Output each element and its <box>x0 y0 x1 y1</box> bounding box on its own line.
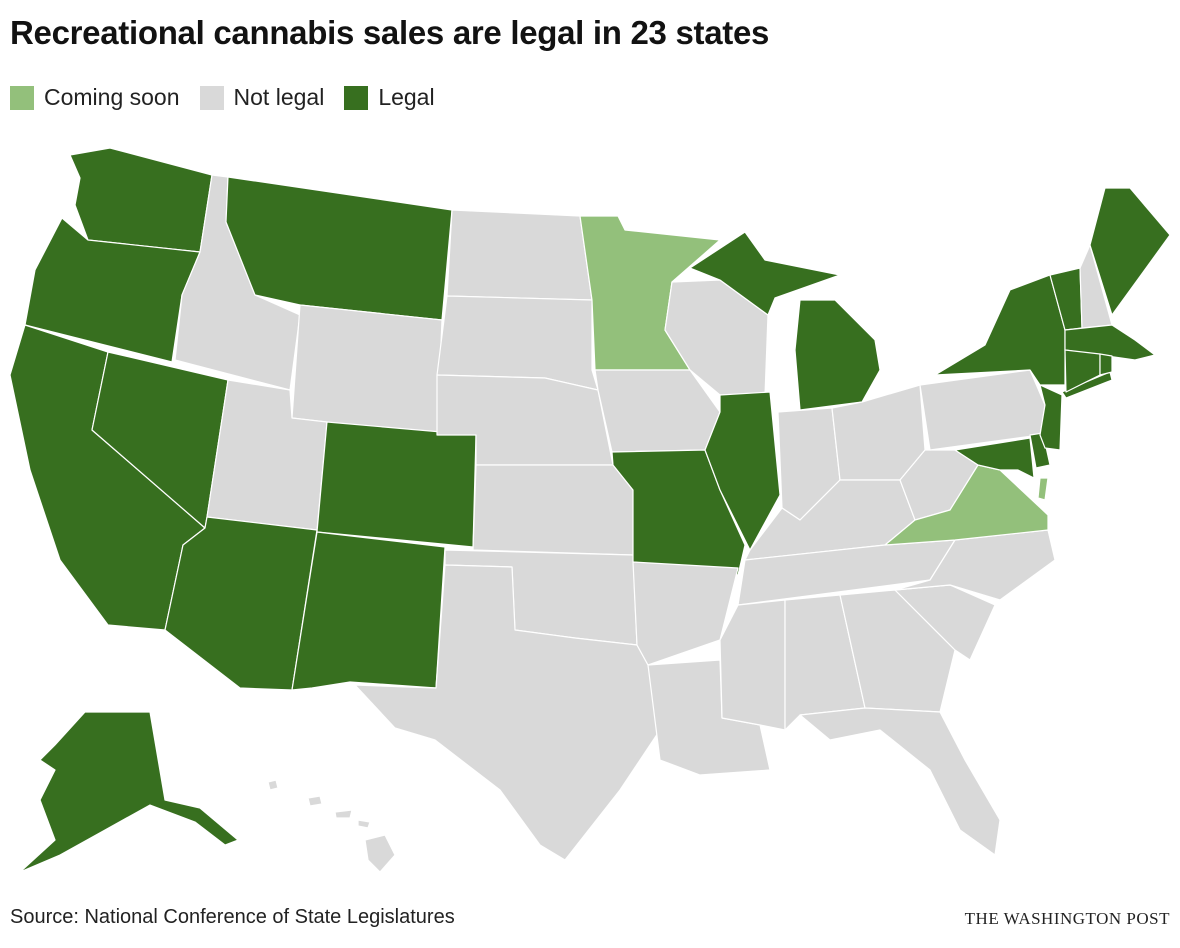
state-alaska <box>19 711 239 873</box>
state-new-jersey <box>1039 384 1063 451</box>
publisher-credit: THE WASHINGTON POST <box>964 909 1170 928</box>
map-title: Recreational cannabis sales are legal in… <box>10 14 770 51</box>
state-hawaii <box>267 779 396 873</box>
state-iowa <box>594 369 721 453</box>
us-map <box>9 147 1171 873</box>
state-oregon <box>24 217 201 363</box>
state-arizona <box>164 516 318 691</box>
state-illinois <box>704 391 781 551</box>
state-new-york <box>934 274 1066 386</box>
legend-item-coming-soon: Coming soon <box>10 84 180 111</box>
state-michigan-upper <box>689 231 841 316</box>
legend: Coming soon Not legal Legal <box>10 84 455 111</box>
state-washington <box>69 147 213 253</box>
state-michigan-lower <box>794 299 881 411</box>
state-new-mexico <box>291 531 446 691</box>
state-florida <box>799 707 1001 856</box>
state-georgia <box>839 589 956 713</box>
state-delaware <box>1029 432 1051 469</box>
legend-label-not-legal: Not legal <box>233 84 325 110</box>
legend-label-legal: Legal <box>378 84 435 110</box>
state-wyoming <box>291 304 443 436</box>
legend-swatch-legal <box>344 85 369 110</box>
state-arkansas <box>632 561 739 666</box>
legend-swatch-coming-soon <box>10 85 34 110</box>
legend-item-not-legal: Not legal <box>199 84 325 111</box>
state-rhode-island <box>1099 353 1113 376</box>
state-texas <box>354 564 661 861</box>
source-note: Source: National Conference of State Leg… <box>10 906 455 928</box>
state-maine <box>1089 187 1171 316</box>
legend-label-coming-soon: Coming soon <box>44 84 180 110</box>
state-kansas <box>472 464 634 556</box>
state-virginia-eastern-shore <box>1037 477 1049 501</box>
state-colorado <box>316 421 477 548</box>
legend-swatch-not-legal <box>199 85 224 110</box>
legend-item-legal: Legal <box>344 84 435 111</box>
state-north-dakota <box>446 209 593 301</box>
state-mississippi <box>719 599 786 731</box>
